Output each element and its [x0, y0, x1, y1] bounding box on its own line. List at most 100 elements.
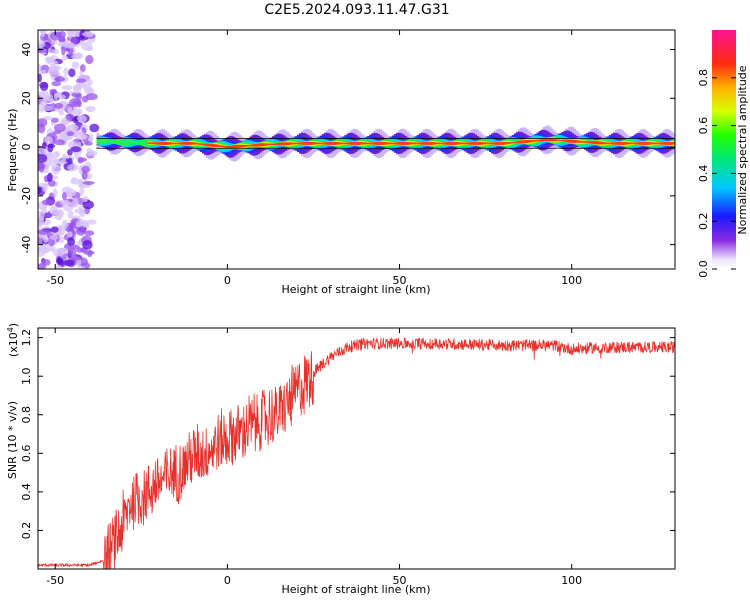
noise-blob: [70, 146, 82, 153]
ridge-band-segment: [379, 141, 383, 146]
ridge-band-segment: [495, 141, 498, 145]
noise-blob: [79, 210, 86, 218]
ridge-band-segment: [639, 141, 643, 145]
ridge-band-segment: [166, 142, 170, 145]
ridge-band-segment: [201, 143, 205, 146]
noise-blob: [71, 176, 77, 182]
noise-blob: [38, 229, 50, 235]
ridge-band-segment: [373, 142, 376, 145]
ridge-band-segment: [377, 141, 380, 146]
noise-blob: [54, 31, 63, 38]
ridge-band-segment: [263, 143, 267, 146]
noise-blob: [82, 200, 95, 210]
noise-blob: [54, 77, 66, 82]
ridge-band-segment: [515, 141, 519, 144]
noise-blob: [57, 224, 63, 235]
ridge-band-segment: [338, 142, 341, 145]
noise-blob: [82, 31, 94, 38]
ridge-band-segment: [127, 139, 130, 146]
ridge-band-segment: [290, 142, 294, 145]
ridge-band-segment: [598, 141, 602, 145]
noise-blob: [73, 131, 86, 140]
ridge-band-segment: [350, 141, 354, 145]
ridge-band-segment: [303, 141, 306, 145]
ridge-band-segment: [156, 142, 159, 145]
ridge-band-segment: [216, 144, 219, 148]
spectrogram-xtick-label: 100: [561, 274, 582, 287]
ridge-band-segment: [253, 143, 257, 147]
snr-multiplier-exponent: 4: [6, 327, 15, 332]
ridge-band-segment: [185, 141, 188, 145]
ridge-band-segment: [363, 142, 366, 145]
noise-blob: [48, 66, 59, 76]
ridge-band-segment: [218, 145, 221, 148]
ridge-band-segment: [548, 138, 552, 142]
ridge-band-segment: [121, 138, 124, 146]
snr-xtick-label: 0: [224, 574, 231, 587]
noise-blob: [40, 105, 53, 112]
ridge-band-segment: [536, 139, 540, 142]
ridge-band-segment: [427, 141, 430, 146]
colorbar-tick-label: 0.6: [697, 117, 710, 135]
ridge-band-segment: [517, 140, 521, 144]
ridge-band-segment: [584, 141, 587, 143]
noise-blob: [59, 199, 71, 206]
ridge-band-segment: [270, 143, 273, 146]
ridge-band-segment: [480, 142, 484, 145]
ridge-band-segment: [237, 144, 240, 148]
ridge-band-segment: [435, 142, 438, 145]
noise-blob: [68, 98, 81, 108]
ridge-band-segment: [321, 142, 325, 145]
ridge-band-segment: [212, 143, 215, 148]
noise-blob: [67, 210, 74, 219]
ridge-band-segment: [608, 142, 612, 145]
ridge-band-segment: [557, 139, 560, 142]
ridge-band-segment: [511, 141, 515, 144]
ridge-band-segment: [135, 140, 139, 145]
ridge-band-segment: [503, 142, 506, 145]
ridge-band-segment: [170, 142, 174, 145]
snr-multiplier-label: (x104): [6, 323, 20, 357]
ridge-band-segment: [152, 142, 155, 144]
noise-blob: [52, 159, 64, 164]
noise-blob: [53, 123, 66, 133]
ridge-band-segment: [629, 142, 633, 145]
noise-blob: [61, 192, 67, 201]
noise-blob: [38, 210, 45, 221]
ridge-band-segment: [553, 138, 556, 142]
ridge-band-segment: [410, 142, 414, 145]
ridge-band-segment: [332, 141, 335, 145]
ridge-band-segment: [507, 142, 511, 144]
ridge-band-segment: [617, 141, 620, 145]
ridge-band-segment: [567, 139, 571, 143]
ridge-band-segment: [206, 143, 209, 147]
ridge-band-segment: [509, 142, 513, 144]
snr-ylabel: SNR (10 * v/v): [6, 401, 19, 479]
noise-blob: [80, 229, 86, 234]
ridge-band-segment: [276, 142, 279, 146]
noise-blob: [50, 117, 59, 123]
noise-blob: [49, 234, 59, 240]
ridge-band-segment: [571, 139, 575, 143]
ridge-band-segment: [280, 142, 283, 146]
ridge-band-segment: [334, 141, 337, 145]
ridge-band-segment: [199, 143, 203, 145]
noise-blob: [87, 249, 93, 258]
ridge-band-segment: [569, 139, 573, 143]
noise-blob: [63, 259, 75, 267]
ridge-band-segment: [296, 142, 300, 145]
ridge-band-segment: [621, 141, 624, 145]
ridge-band-segment: [336, 142, 339, 145]
ridge-band-segment: [354, 141, 358, 146]
ridge-band-segment: [602, 142, 606, 145]
ridge-band-segment: [203, 143, 207, 146]
ridge-band-segment: [282, 142, 285, 146]
ridge-band-segment: [100, 138, 104, 145]
noise-blob: [71, 53, 83, 60]
spectrogram-ytick-label: -40: [20, 236, 33, 254]
noise-blob: [50, 48, 60, 55]
ridge-band-segment: [464, 142, 467, 145]
noise-blob: [38, 40, 45, 49]
ridge-band-segment: [418, 142, 422, 145]
ridge-band-segment: [292, 142, 296, 145]
